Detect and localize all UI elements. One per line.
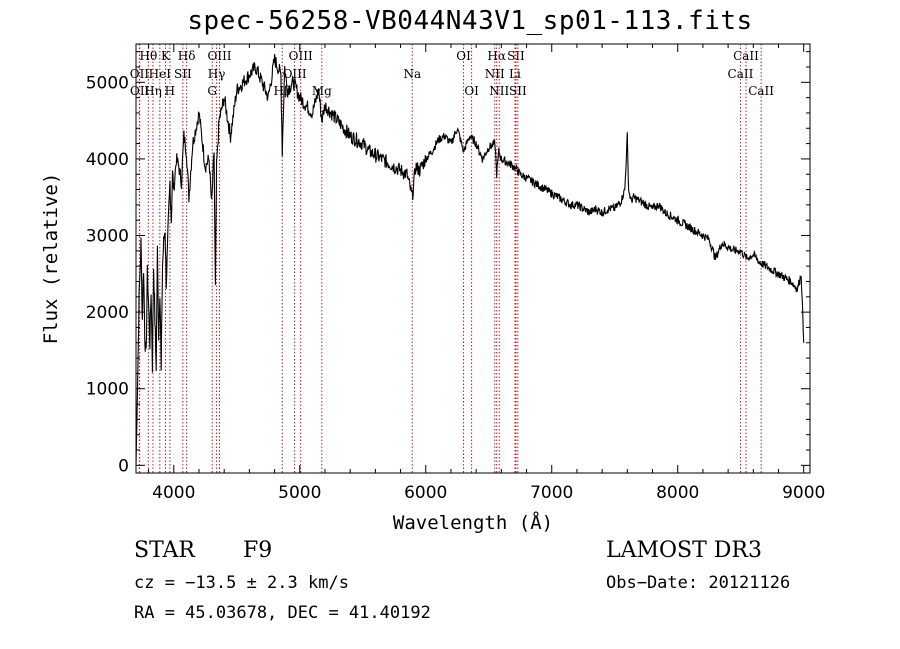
x-tick-label-2: 6000 (404, 483, 447, 503)
y-tick-label-5: 5000 (86, 73, 129, 93)
line-marker-label-24: SII (509, 84, 527, 98)
survey-name: LAMOST DR3 (606, 538, 762, 563)
line-marker-label-5: Hη (144, 84, 162, 98)
line-marker-label-3: K (161, 49, 171, 63)
x-tick-label-3: 7000 (530, 483, 573, 503)
x-tick-label-4: 8000 (656, 483, 699, 503)
line-marker-label-17: OI (456, 49, 471, 63)
plot-frame (135, 43, 811, 474)
line-marker-label-22: SII (507, 49, 525, 63)
line-marker-label-2: OII (130, 84, 150, 98)
redshift-text: cz = −13.5 ± 2.3 km/s (134, 573, 349, 593)
y-tick-label-1: 1000 (86, 380, 129, 400)
line-marker-label-16: Na (403, 67, 421, 81)
object-subclass: F9 (243, 538, 273, 563)
x-tick-label-5: 9000 (782, 483, 825, 503)
spectrum-line (135, 53, 805, 466)
line-marker-label-6: Hδ (178, 49, 196, 63)
y-axis-label: Flux (relative) (40, 173, 62, 345)
coordinates-text: RA = 45.03678, DEC = 41.40192 (134, 603, 431, 623)
y-tick-label-4: 4000 (86, 150, 129, 170)
line-marker-label-19: Hα (487, 49, 506, 63)
x-tick-label-0: 4000 (152, 483, 195, 503)
line-marker-label-7: SII (174, 67, 192, 81)
y-tick-label-3: 3000 (86, 227, 129, 247)
line-marker-label-1: OII (130, 67, 150, 81)
line-marker-label-12: OIII (289, 49, 313, 63)
line-marker-label-23: Li (509, 67, 521, 81)
obs-date-text: Obs−Date: 20121126 (606, 573, 791, 593)
line-marker-label-20: NII (485, 67, 505, 81)
x-axis-label: Wavelength (Å) (393, 511, 553, 534)
line-marker-label-11: G (207, 84, 217, 98)
y-tick-label-0: 0 (118, 456, 129, 476)
line-marker-label-10: Hγ (208, 67, 226, 81)
line-marker-label-26: CaII (728, 67, 754, 81)
line-marker-label-0: Hθ (139, 49, 157, 63)
object-class: STAR (134, 538, 195, 563)
y-tick-label-2: 2000 (86, 303, 129, 323)
line-marker-label-21: NII (489, 84, 509, 98)
line-marker-label-27: CaII (748, 84, 774, 98)
line-marker-label-18: OI (464, 84, 479, 98)
chart-title: spec-56258-VB044N43V1_sp01-113.fits (187, 6, 753, 36)
line-marker-label-15: Mg (312, 84, 332, 98)
x-tick-label-1: 5000 (278, 483, 321, 503)
line-marker-label-8: H (165, 84, 175, 98)
line-marker-label-25: CaII (733, 49, 759, 63)
line-marker-label-9: OIII (207, 49, 231, 63)
line-marker-label-13: OIII (283, 67, 307, 81)
line-marker-label-4: HeI (149, 67, 172, 81)
